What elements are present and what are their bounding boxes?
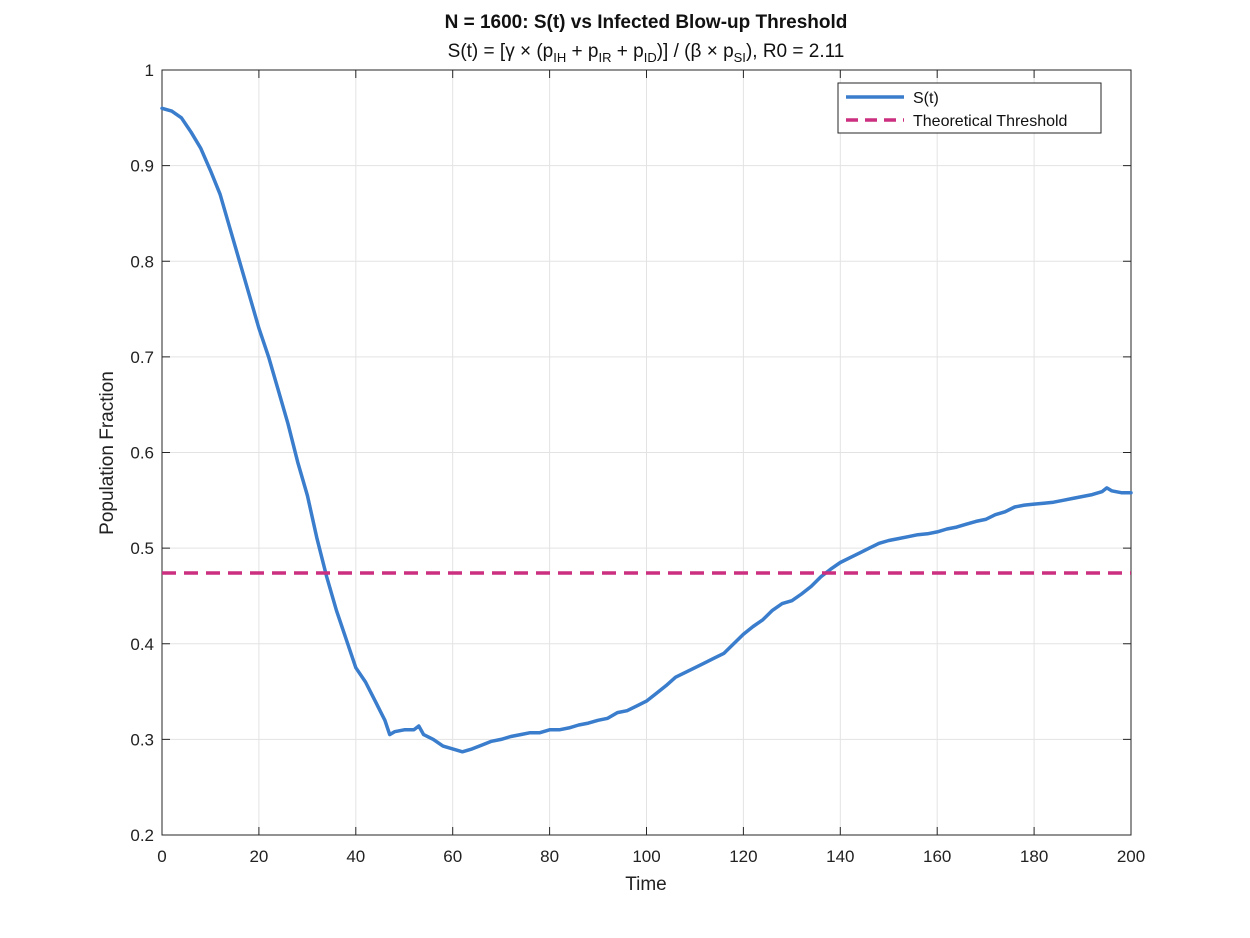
legend-label-s: S(t)	[913, 90, 939, 107]
y-tick-label: 0.2	[130, 826, 154, 845]
chart-subtitle: S(t) = [γ × (pIH + pIR + pID)] / (β × pS…	[448, 41, 845, 65]
chart-title: N = 1600: S(t) vs Infected Blow-up Thres…	[445, 12, 848, 33]
series-line-s	[160, 106, 1133, 754]
x-tick-label: 80	[540, 847, 559, 866]
x-tick-label: 180	[1020, 847, 1048, 866]
y-tick-label: 0.6	[130, 444, 154, 463]
x-tick-label: 40	[346, 847, 365, 866]
ticks: 0 20 40 60 80 100 120 140 160 180 200 0.2 0.3 0.4 0.5 0…	[130, 61, 1145, 866]
x-tick-label: 0	[157, 847, 166, 866]
legend: S(t) Theoretical Threshold	[837, 82, 1102, 134]
y-tick-label: 0.9	[130, 157, 154, 176]
legend-box	[837, 82, 1102, 134]
x-tick-label: 200	[1117, 847, 1145, 866]
x-tick-label: 20	[249, 847, 268, 866]
y-tick-label: 0.5	[130, 539, 154, 558]
x-tick-label: 120	[729, 847, 757, 866]
legend-label-threshold: Theoretical Threshold	[913, 113, 1067, 130]
grid	[161, 69, 1132, 836]
x-tick-label: 60	[443, 847, 462, 866]
x-tick-label: 100	[632, 847, 660, 866]
y-tick-label: 1	[145, 61, 154, 80]
y-axis-label: Population Fraction	[97, 371, 118, 535]
y-tick-label: 0.3	[130, 730, 154, 749]
x-tick-label: 160	[923, 847, 951, 866]
y-tick-label: 0.7	[130, 348, 154, 367]
y-tick-label: 0.8	[130, 252, 154, 271]
x-tick-label: 140	[826, 847, 854, 866]
y-tick-label: 0.4	[130, 635, 154, 654]
series-layer	[160, 106, 1133, 754]
x-axis-label: Time	[625, 874, 667, 895]
